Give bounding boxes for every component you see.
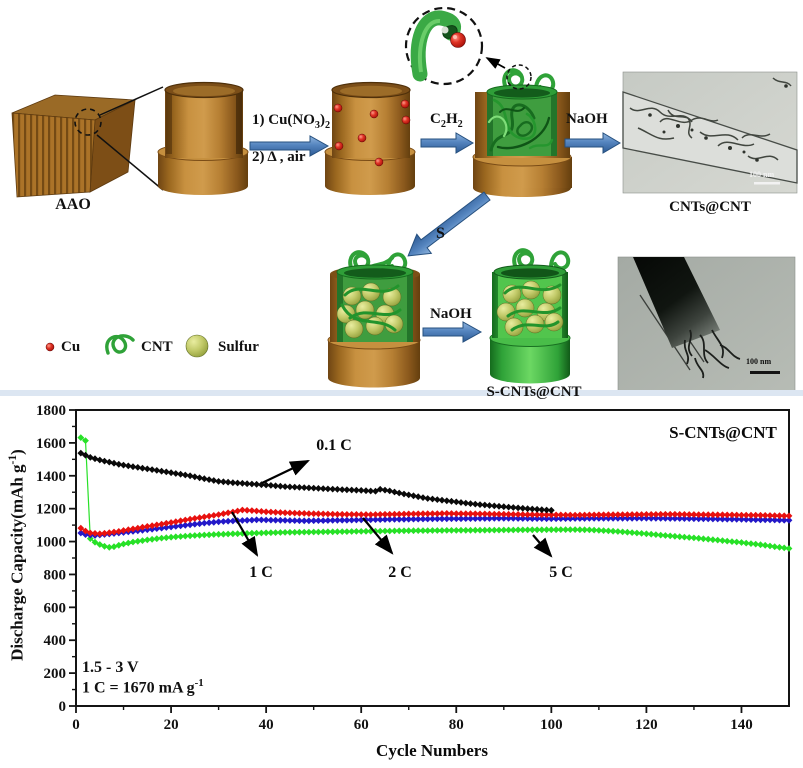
scale-bar-1	[754, 182, 780, 185]
aao-template-block	[11, 86, 164, 198]
cu-ball	[450, 32, 466, 48]
cnt-strands	[340, 284, 402, 332]
arrow-sulfur-step	[407, 191, 491, 257]
cnt-legend-icon	[105, 334, 135, 355]
series-markers-1C	[77, 506, 793, 538]
x-tick-label: 0	[72, 717, 80, 733]
annotation-arrow	[231, 511, 259, 557]
sulfur-legend-icon	[185, 334, 209, 358]
naoh-top-label: NaOH	[566, 111, 608, 127]
tem1-scale-label: 100 nm	[749, 170, 775, 179]
rate-note: 1 C = 1670 mA g-1	[82, 677, 204, 697]
step2-label: 2) Δ , air	[252, 149, 306, 165]
annotation-label: 0.1 C	[316, 437, 352, 454]
sulfur-step-label: S	[436, 225, 445, 242]
panel-separator	[0, 390, 803, 396]
cylinder-aao-cu	[324, 81, 416, 195]
cylinder-s-cnts-cnt	[489, 248, 571, 384]
legend-icons	[45, 334, 209, 358]
x-tick-label: 120	[635, 717, 658, 733]
x-tick-label: 60	[354, 717, 369, 733]
annotation-arrow	[532, 534, 553, 558]
plot-frame	[75, 409, 790, 707]
chart-title: S-CNTs@CNT	[669, 423, 777, 442]
x-tick-label: 100	[540, 717, 563, 733]
series-markers-5C	[77, 434, 793, 552]
series-markers-0.1C	[77, 449, 555, 514]
annotation-label: 5 C	[549, 564, 573, 581]
cylinder-s-cnts-in-aao	[327, 250, 421, 388]
arrow-step1	[249, 135, 330, 157]
catalyst-seed	[441, 26, 449, 34]
y-axis-title: Discharge Capacity(mAh g-1)	[6, 449, 27, 661]
cnt-growth-inset	[404, 6, 506, 86]
legend-cu-label: Cu	[61, 339, 81, 355]
naoh-mid-label: NaOH	[430, 306, 472, 322]
voltage-note: 1.5 - 3 V	[82, 659, 139, 676]
capacity-chart: 0 20 40 60 80 100 120 1400200400600800100012001…	[36, 403, 793, 760]
y-tick-label: 600	[44, 600, 67, 616]
annotation-arrow	[362, 517, 394, 555]
frayed-cnts	[683, 329, 741, 379]
x-axis-title: Cycle Numbers	[376, 741, 488, 760]
arrow-naoh-mid	[422, 321, 483, 343]
annotation-label: 1 C	[249, 564, 273, 581]
cu-particles	[333, 99, 411, 167]
annotation-arrow	[261, 460, 310, 484]
y-tick-label: 200	[44, 666, 67, 682]
aao-label: AAO	[55, 196, 91, 213]
inset-pointer-arrow	[485, 57, 506, 69]
legend-sulfur-label: Sulfur	[218, 339, 259, 355]
cnt-strands-2	[503, 283, 562, 332]
x-tick-label: 20	[164, 717, 179, 733]
curl-highlight-circle	[506, 64, 532, 90]
step1-label: 1) Cu(NO3)2	[252, 112, 331, 131]
series-markers-2C	[77, 514, 793, 539]
synthesis-scheme-graphic	[0, 6, 803, 396]
y-tick-label: 1800	[36, 403, 66, 419]
x-tick-label: 40	[259, 717, 274, 733]
magnify-circle	[74, 108, 102, 136]
arrow-c2h2	[420, 132, 474, 154]
annotation-label: 2 C	[388, 564, 412, 581]
y-tick-label: 0	[59, 699, 67, 715]
c2h2-label: C2H2	[430, 111, 463, 130]
cu-legend-icon	[45, 342, 55, 352]
product-label: S-CNTs@CNT	[486, 384, 582, 400]
y-tick-label: 800	[44, 567, 67, 583]
y-tick-label: 1600	[36, 436, 66, 452]
tem1-caption: CNTs@CNT	[669, 199, 751, 215]
y-tick-label: 400	[44, 633, 67, 649]
scale-bar-2	[750, 371, 780, 374]
magnify-line-top	[99, 86, 164, 116]
tem2-scale-label: 100 nm	[746, 357, 772, 366]
x-tick-label: 140	[730, 717, 753, 733]
cylinder-cnts-in-aao	[472, 64, 572, 197]
magnify-line-bottom	[96, 134, 164, 191]
y-tick-label: 1200	[36, 502, 66, 518]
x-tick-label: 80	[449, 717, 464, 733]
cnt-specks	[648, 84, 788, 162]
tem-image-s-cnts-cnt	[617, 256, 796, 393]
cnt-tangle	[487, 98, 554, 152]
y-tick-label: 1400	[36, 469, 66, 485]
cylinder-aao-channel	[157, 81, 249, 195]
legend-cnt-label: CNT	[141, 339, 173, 355]
y-tick-label: 1000	[36, 535, 66, 551]
tem-image-cnts-cnt	[622, 71, 798, 194]
arrow-naoh-top	[564, 132, 621, 154]
cnt-filaments	[629, 77, 792, 161]
